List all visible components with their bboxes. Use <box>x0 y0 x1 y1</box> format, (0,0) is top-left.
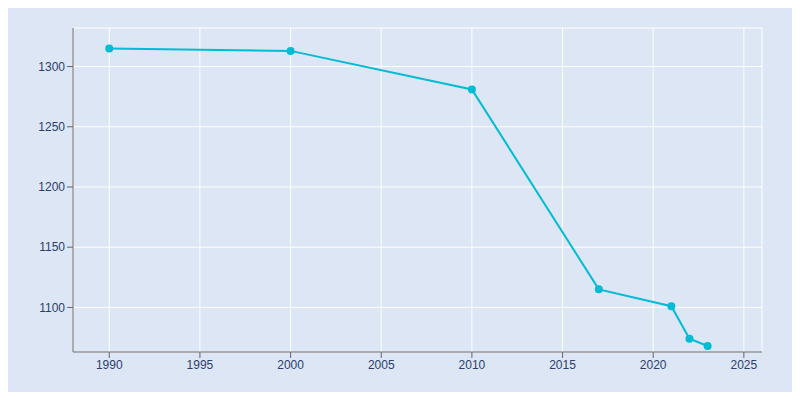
svg-text:2020: 2020 <box>640 358 667 372</box>
svg-text:1300: 1300 <box>38 60 65 74</box>
svg-text:1995: 1995 <box>187 358 214 372</box>
svg-text:1990: 1990 <box>96 358 123 372</box>
svg-text:1200: 1200 <box>38 180 65 194</box>
svg-text:2005: 2005 <box>368 358 395 372</box>
svg-text:2000: 2000 <box>277 358 304 372</box>
svg-text:2025: 2025 <box>731 358 758 372</box>
svg-text:2010: 2010 <box>459 358 486 372</box>
svg-text:1250: 1250 <box>38 120 65 134</box>
svg-text:1100: 1100 <box>39 301 65 315</box>
svg-text:2015: 2015 <box>549 358 576 372</box>
svg-text:1150: 1150 <box>39 240 65 254</box>
